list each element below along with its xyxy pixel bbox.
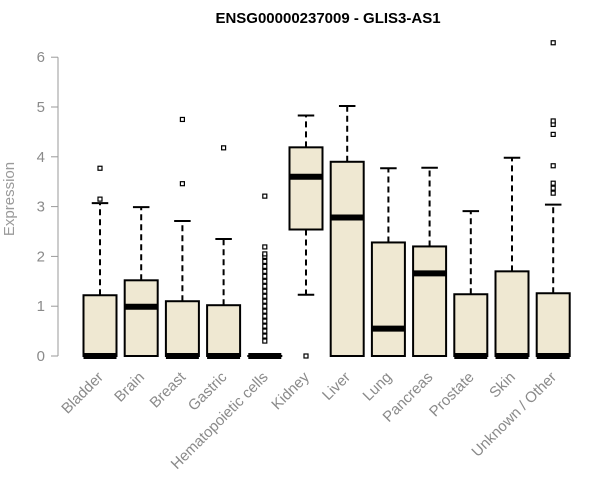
outlier-point xyxy=(262,333,268,339)
x-tick-label: Bladder xyxy=(58,369,107,418)
box-group xyxy=(164,116,200,359)
x-tick-label: Kidney xyxy=(268,368,313,413)
outlier-point xyxy=(262,293,268,299)
y-tick-label: 6 xyxy=(37,49,45,66)
outlier-point xyxy=(179,116,185,123)
outlier-point xyxy=(179,181,185,187)
box-iqr xyxy=(494,270,530,357)
box-group xyxy=(412,166,448,357)
outlier-point xyxy=(550,163,556,169)
outlier-point xyxy=(221,145,227,151)
box-iqr xyxy=(329,160,365,357)
outlier-point xyxy=(550,190,556,196)
box-group xyxy=(123,206,159,357)
box-group xyxy=(494,156,530,359)
outlier-point xyxy=(262,288,268,294)
outlier-point xyxy=(262,328,268,334)
outlier-point xyxy=(262,268,268,274)
box-group xyxy=(329,105,365,357)
outlier-point xyxy=(262,308,268,314)
box-iqr xyxy=(535,292,571,358)
outlier-point xyxy=(97,196,103,202)
x-tick-label: Breast xyxy=(147,368,190,411)
outlier-point xyxy=(262,313,268,319)
outlier-point xyxy=(262,278,268,284)
outlier-point xyxy=(262,193,268,199)
box-group xyxy=(370,167,406,357)
outlier-point xyxy=(550,118,556,124)
x-tick-label: Liver xyxy=(319,369,354,404)
outlier-point xyxy=(550,131,556,137)
boxes-layer xyxy=(82,40,571,359)
y-tick-label: 3 xyxy=(37,199,45,216)
outlier-point xyxy=(262,283,268,289)
outlier-point xyxy=(303,353,309,359)
box-group xyxy=(453,210,489,359)
outlier-point xyxy=(262,318,268,324)
box-group xyxy=(247,193,283,359)
y-tick-label: 0 xyxy=(37,348,45,365)
outlier-point xyxy=(262,323,268,329)
box-group xyxy=(82,165,118,359)
x-tick-label: Lung xyxy=(360,369,396,405)
y-axis: 0 1 2 3 4 5 6 xyxy=(37,49,59,365)
outlier-point xyxy=(97,165,103,171)
y-tick-label: 1 xyxy=(37,298,45,315)
chart-title: ENSG00000237009 - GLIS3-AS1 xyxy=(215,10,440,27)
box-group xyxy=(288,114,324,359)
outlier-point xyxy=(262,303,268,309)
y-tick-label: 2 xyxy=(37,248,45,265)
outlier-point xyxy=(262,273,268,279)
box-iqr xyxy=(164,300,200,357)
box-group xyxy=(535,40,571,359)
box-iqr xyxy=(82,294,118,357)
box-iqr xyxy=(206,304,242,358)
y-tick-label: 4 xyxy=(37,149,45,166)
outlier-point xyxy=(262,251,268,257)
x-tick-label: Skin xyxy=(486,369,519,402)
box-iqr xyxy=(288,146,324,231)
box-iqr xyxy=(412,245,448,357)
y-axis-label: Expression xyxy=(1,162,18,236)
outlier-point xyxy=(550,180,556,186)
x-tick-label: Brain xyxy=(111,369,148,406)
y-tick-label: 5 xyxy=(37,99,45,116)
box-iqr xyxy=(453,293,489,357)
box-iqr xyxy=(123,279,159,357)
outlier-point xyxy=(262,338,268,344)
outlier-point xyxy=(262,244,268,250)
outlier-point xyxy=(262,298,268,304)
x-tick-label: Prostate xyxy=(426,369,478,421)
box-group xyxy=(206,145,242,359)
box-iqr xyxy=(370,241,406,357)
outlier-point xyxy=(262,258,268,264)
outlier-point xyxy=(550,40,556,46)
outlier-point xyxy=(550,185,556,191)
outlier-point xyxy=(262,263,268,269)
